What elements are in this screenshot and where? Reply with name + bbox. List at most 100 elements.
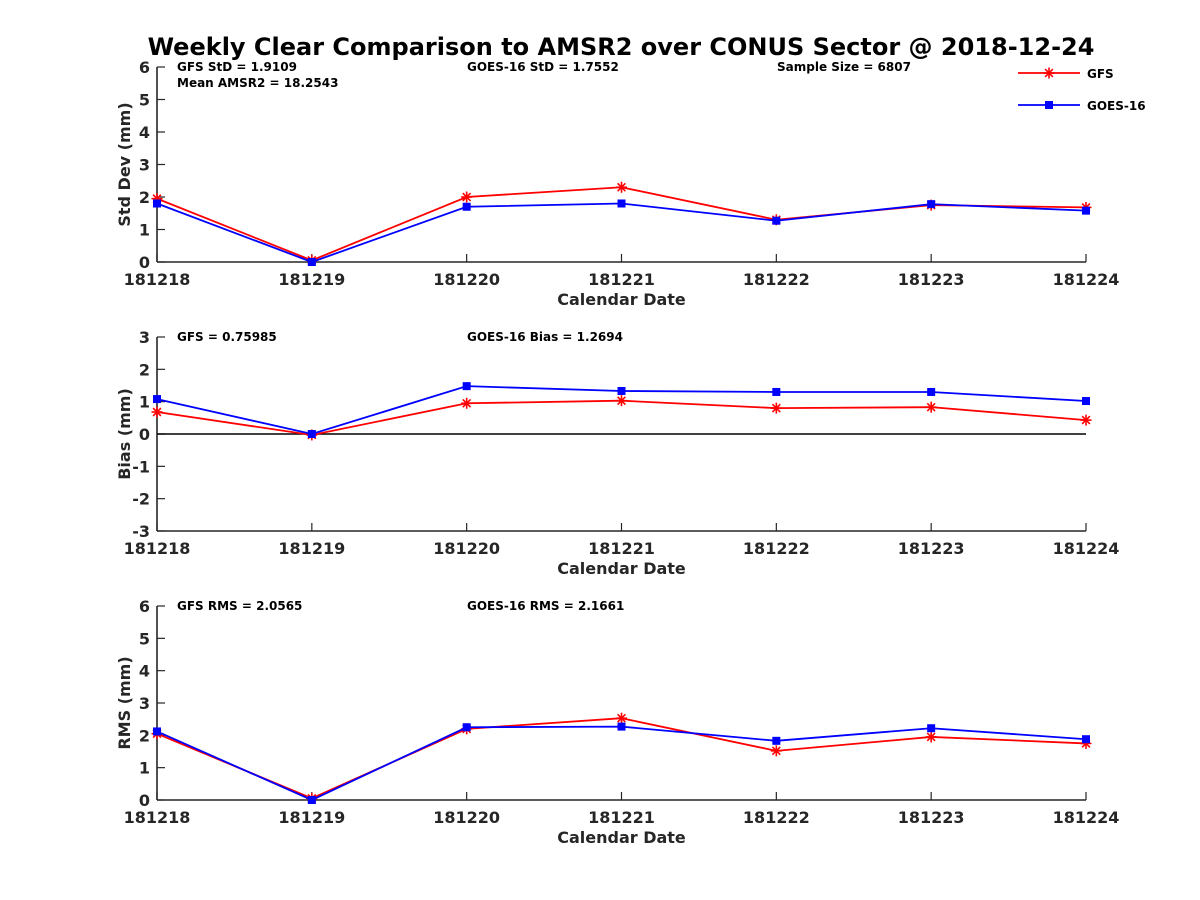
legend-marker-stroke-3: [1044, 68, 1054, 78]
x-tick-label: 181220: [433, 270, 500, 289]
series-gfs-point-stroke-3: [462, 398, 472, 408]
y-tick-label: 0: [139, 253, 150, 272]
series-goes-16-point: [462, 202, 471, 211]
series-gfs-point-stroke-3: [1081, 415, 1091, 425]
series-goes-16-point-shape: [153, 199, 161, 208]
series-gfs-point: [151, 406, 163, 418]
annotation-text: GFS StD = 1.9109: [177, 60, 297, 74]
y-tick-label: 1: [139, 759, 150, 778]
chart-panel-3: 0 1 2 3 4 5 6 181218 181219 181220 181221 181222 181…: [115, 597, 1119, 847]
series-goes-16-point-shape: [927, 387, 936, 396]
y-tick-label: 3: [139, 328, 150, 347]
y-tick-label: 0: [139, 791, 150, 810]
series-goes-16: [153, 199, 1090, 266]
chart-panel-2: -3 -2 -1 0 1 2 3 181218 181219 181220 181221 181222…: [115, 328, 1119, 578]
series-goes-16-point-shape: [772, 216, 781, 225]
legend: GFS GOES-16: [1018, 67, 1146, 113]
series-gfs-point: [616, 395, 627, 407]
series-gfs-point: [616, 181, 627, 193]
y-tick-label: 6: [139, 58, 150, 77]
series-goes-16-point: [1082, 206, 1090, 215]
legend-marker: [1043, 67, 1055, 79]
series-gfs-point-stroke-3: [771, 746, 781, 756]
series-goes-16-point: [307, 430, 316, 438]
series-goes-16-point-shape: [307, 258, 316, 266]
x-tick-label: 181219: [278, 808, 345, 827]
series-gfs-point-stroke-3: [617, 713, 626, 723]
series-goes-16: [153, 722, 1090, 804]
y-tick-label: 3: [139, 156, 150, 175]
y-tick-label: -2: [132, 490, 150, 509]
y-tick-label: -3: [132, 522, 150, 541]
series-goes-16-point: [1082, 397, 1090, 406]
x-tick-label: 181220: [433, 539, 500, 558]
series-gfs-point-stroke-3: [926, 402, 936, 412]
series-goes-16-point: [1082, 735, 1090, 744]
figure-title: Weekly Clear Comparison to AMSR2 over CO…: [148, 33, 1095, 61]
series-gfs-point: [461, 191, 473, 203]
legend-entry-goes-16: GOES-16: [1018, 99, 1146, 113]
series-goes-16-point-shape: [617, 386, 626, 395]
series-goes-16-point-shape: [307, 430, 316, 438]
x-axis-label: Calendar Date: [557, 828, 686, 847]
chart-panel-1: 0 1 2 3 4 5 6 181218 181219 181220 181221 181222 181…: [115, 58, 1119, 309]
series-gfs-point: [925, 731, 937, 743]
x-tick-label: 181222: [743, 539, 810, 558]
annotation-text: Mean AMSR2 = 18.2543: [177, 76, 338, 90]
series-goes-16-point-shape: [307, 796, 316, 804]
x-tick-label: 181224: [1053, 270, 1120, 289]
x-axis-label: Calendar Date: [557, 559, 686, 578]
series-goes-16-point: [927, 387, 936, 396]
y-tick-label: 2: [139, 726, 150, 745]
x-tick-label: 181224: [1053, 808, 1120, 827]
series-gfs-point: [770, 745, 782, 757]
x-tick-label: 181219: [278, 539, 345, 558]
y-tick-label: 4: [139, 662, 150, 681]
series-goes-16-point: [153, 727, 161, 736]
x-tick-label: 181220: [433, 808, 500, 827]
x-tick-label: 181219: [278, 270, 345, 289]
series-gfs-point-stroke-3: [926, 732, 936, 742]
series-gfs-point: [770, 402, 782, 414]
annotation-text: GFS RMS = 2.0565: [177, 599, 302, 613]
series-goes-16-point-shape: [462, 382, 471, 391]
series-goes-16-point: [462, 382, 471, 391]
x-tick-label: 181221: [588, 808, 655, 827]
x-tick-label: 181221: [588, 270, 655, 289]
series-gfs-point: [925, 401, 937, 413]
series-goes-16-point-shape: [617, 722, 626, 731]
x-tick-label: 181222: [743, 808, 810, 827]
x-tick-label: 181218: [124, 808, 191, 827]
series-gfs-point: [616, 712, 627, 724]
y-tick-label: 1: [139, 221, 150, 240]
series-goes-16-point-shape: [1082, 735, 1090, 744]
x-tick-label: 181222: [743, 270, 810, 289]
series-goes-16-point-shape: [153, 727, 161, 736]
legend-marker-shape: [1045, 101, 1053, 109]
series-goes-16-point: [617, 722, 626, 731]
series-goes-16-point: [462, 723, 471, 732]
y-tick-label: 5: [139, 91, 150, 110]
legend-label: GOES-16: [1087, 99, 1146, 113]
series-goes-16-point: [617, 386, 626, 395]
legend-marker: [1045, 101, 1053, 109]
x-tick-label: 181223: [898, 808, 965, 827]
series-goes-16-point-shape: [1082, 206, 1090, 215]
chart-panels: 0 1 2 3 4 5 6 181218 181219 181220 181221 181222 181…: [115, 58, 1119, 847]
series-goes-16-point-shape: [617, 199, 626, 208]
x-tick-label: 181223: [898, 539, 965, 558]
annotation-text: GFS = 0.75985: [177, 330, 277, 344]
x-axis-label: Calendar Date: [557, 290, 686, 309]
y-tick-label: 0: [139, 425, 150, 444]
y-tick-label: 6: [139, 597, 150, 616]
y-tick-label: 5: [139, 629, 150, 648]
series-goes-16-point-shape: [462, 723, 471, 732]
series-goes-16-point: [307, 258, 316, 266]
series-goes-16-point: [772, 736, 781, 745]
series-goes-16-point: [307, 796, 316, 804]
series-goes-16-point: [927, 200, 936, 209]
legend-entry-gfs: GFS: [1018, 67, 1114, 81]
series-goes-16-point: [153, 395, 161, 404]
series-goes-16-point: [772, 387, 781, 396]
